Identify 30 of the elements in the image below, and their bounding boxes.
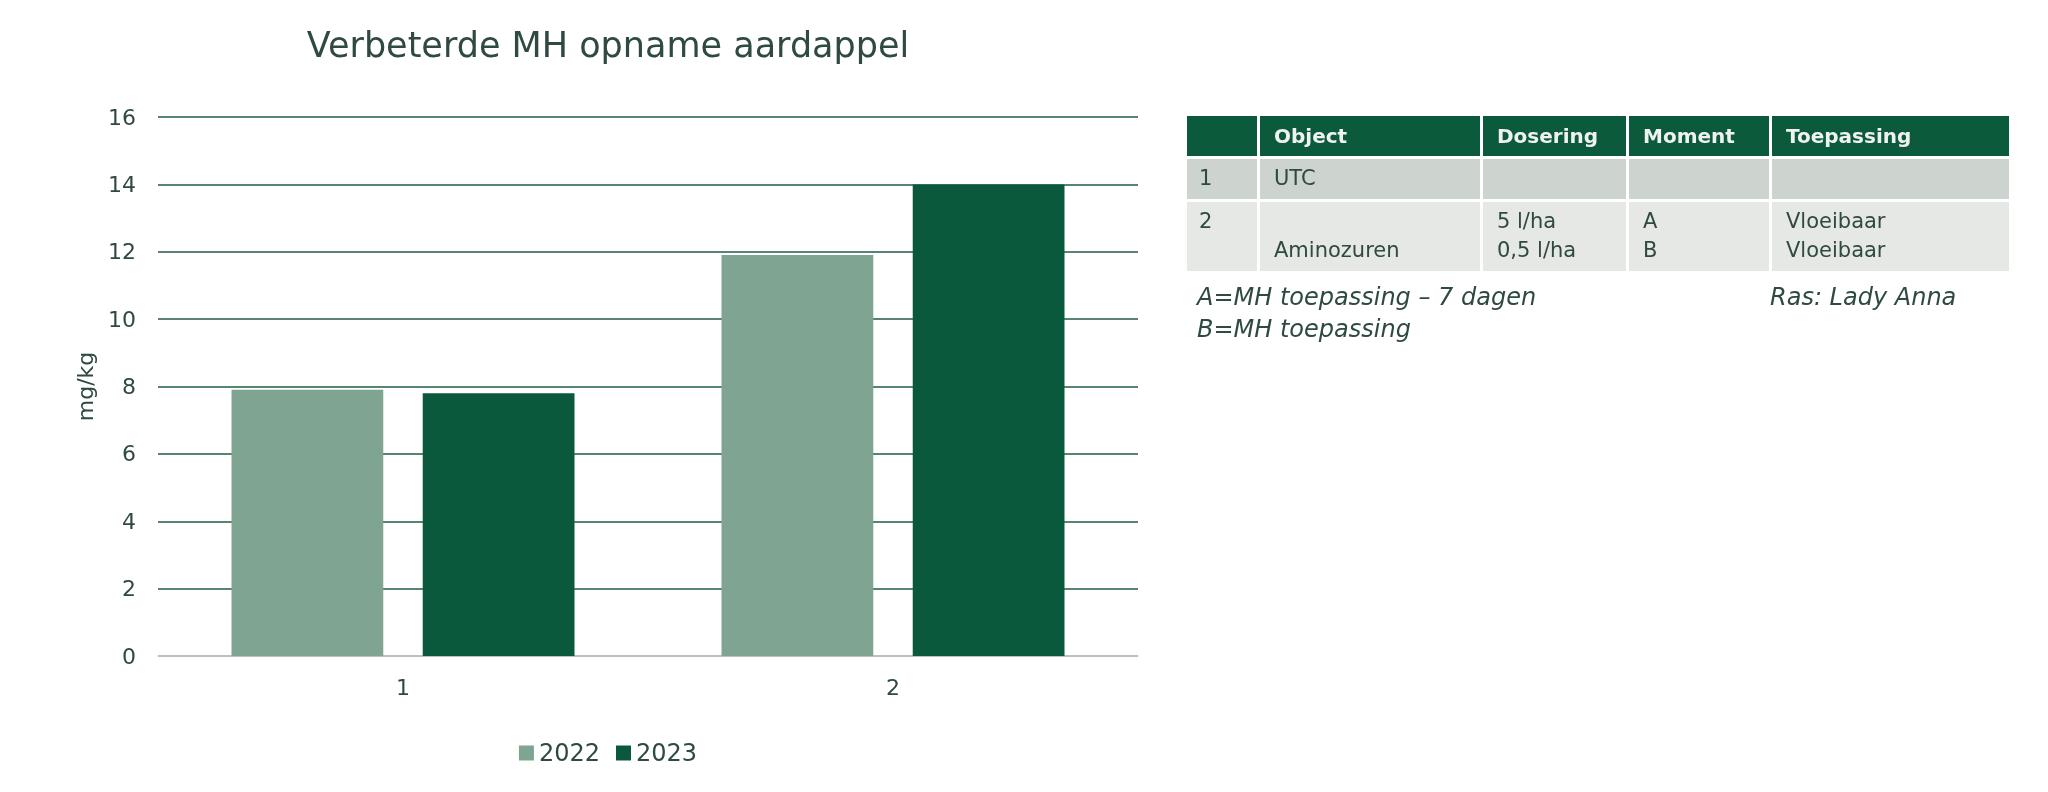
- text: Vloeibaar: [1786, 209, 1886, 233]
- y-tick-label: 16: [108, 104, 136, 130]
- y-tick-label: 14: [108, 171, 136, 197]
- y-tick-label: 4: [122, 508, 136, 534]
- category-label: 1: [1199, 166, 1213, 190]
- y-tick-label: 2: [122, 576, 136, 602]
- text: Ras: Lady Anna: [1770, 282, 1958, 313]
- text: B=MH toepassing: [1197, 314, 1412, 345]
- category-label: Object: [1260, 116, 1480, 156]
- text: Vloeibaar: [1786, 238, 1886, 262]
- category-label: Toepassing: [1772, 116, 2009, 156]
- y-tick-label: 6: [122, 441, 136, 467]
- text: B: [1643, 238, 1658, 262]
- y-tick-label: 12: [108, 239, 136, 265]
- y-tick-label: 0: [122, 643, 136, 669]
- category-label: Moment: [1629, 116, 1769, 156]
- text: Aminozuren: [1274, 238, 1400, 262]
- text: UTC: [1274, 166, 1316, 190]
- text: A: [1643, 209, 1658, 233]
- category-label: 2: [1199, 209, 1213, 233]
- text: A=MH toepassing – 7 dagen: [1197, 282, 1538, 313]
- y-tick-label: 10: [108, 306, 136, 332]
- text: 0,5 l/ha: [1497, 238, 1577, 262]
- y-axis-title: mg/kg: [72, 351, 98, 422]
- category-label: Dosering: [1483, 116, 1626, 156]
- legend-label: 2023: [636, 739, 698, 767]
- chart-title: Verbeterde MH opname aardappel: [306, 24, 910, 65]
- text: 5 l/ha: [1497, 209, 1557, 233]
- legend-label: 2022: [538, 739, 600, 767]
- y-tick-label: 8: [122, 374, 136, 399]
